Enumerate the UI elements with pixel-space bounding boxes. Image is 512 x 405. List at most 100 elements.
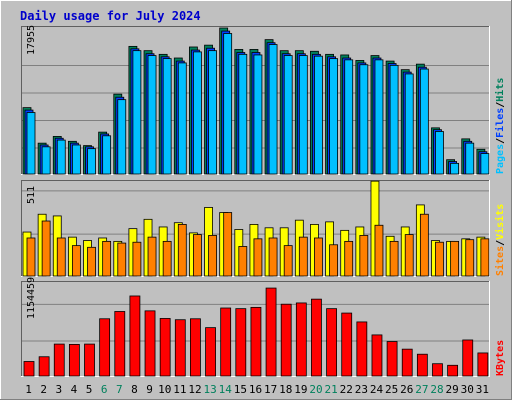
bar-pages-day-16 (253, 54, 263, 175)
hits-files-pages-panel (21, 26, 490, 175)
legend-kbytes: KBytes (495, 340, 506, 376)
bar-kbytes-day-26 (401, 348, 413, 377)
x-tick-day-5: 5 (86, 383, 93, 396)
bar-sites-day-11 (177, 224, 187, 277)
bar-sites-day-18 (283, 245, 293, 277)
svg-text:Pages/Files/Hits: Pages/Files/Hits (494, 78, 506, 174)
visits-y-tick-label: 511 (26, 186, 37, 204)
bar-sites-day-6 (102, 240, 112, 277)
bar-kbytes-day-10 (159, 318, 171, 377)
bar-pages-day-3 (56, 139, 66, 175)
x-tick-day-18: 18 (279, 383, 292, 396)
bar-pages-day-9 (147, 55, 157, 175)
bar-sites-day-29 (450, 240, 460, 277)
bar-sites-day-10 (162, 240, 172, 277)
bar-pages-day-30 (465, 142, 475, 175)
bar-sites-day-17 (268, 237, 278, 277)
legend-separator: / (495, 240, 506, 246)
bar-kbytes-day-9 (144, 310, 156, 377)
x-tick-day-25: 25 (385, 383, 398, 396)
x-axis-day-labels: 1 2 3 4 5 6 7 8 9 10 11 12 13 14 15 16 17 18 19 20 21 22 23 24 2… (25, 383, 489, 396)
bar-kbytes-day-4 (68, 344, 80, 377)
bar-pages-day-7 (117, 99, 127, 175)
bar-kbytes-day-11 (174, 319, 186, 377)
bar-kbytes-day-22 (341, 312, 353, 377)
bar-pages-day-20 (314, 55, 323, 175)
bar-sites-day-7 (117, 242, 127, 277)
bar-kbytes-day-2 (38, 356, 50, 377)
bar-kbytes-day-1 (23, 361, 35, 377)
x-tick-day-24: 24 (370, 383, 384, 396)
bar-pages-day-27 (419, 68, 429, 175)
bar-pages-day-26 (404, 73, 414, 175)
x-tick-day-12: 12 (188, 383, 201, 396)
x-tick-day-11: 11 (173, 383, 186, 396)
x-tick-day-9: 9 (146, 383, 153, 396)
bar-sites-day-4 (71, 245, 81, 277)
x-tick-day-1: 1 (25, 383, 32, 396)
bar-kbytes-day-29 (447, 364, 459, 377)
bar-sites-day-25 (389, 240, 399, 277)
bar-kbytes-day-30 (462, 339, 474, 377)
bar-pages-day-13 (208, 50, 217, 175)
bar-pages-day-10 (162, 58, 172, 175)
bar-pages-day-18 (283, 55, 293, 175)
bar-sites-day-9 (147, 236, 157, 277)
kbytes-panel (21, 281, 490, 377)
legend-files: Files (494, 108, 506, 138)
bar-sites-day-24 (374, 224, 384, 277)
bar-pages-day-19 (298, 55, 308, 175)
bar-pages-day-22 (344, 59, 354, 175)
legend-separator: / (495, 102, 506, 108)
x-tick-day-4: 4 (71, 383, 78, 396)
bar-sites-day-31 (480, 238, 490, 277)
bar-sites-day-12 (193, 234, 202, 277)
bar-kbytes-day-14 (220, 307, 232, 377)
x-tick-day-7: 7 (116, 383, 123, 396)
bar-kbytes-day-19 (295, 302, 307, 377)
bar-kbytes-day-23 (356, 321, 368, 377)
bar-sites-day-5 (87, 246, 96, 277)
bar-sites-day-20 (314, 237, 323, 277)
bar-kbytes-day-21 (326, 308, 337, 377)
bar-kbytes-day-24 (371, 334, 383, 377)
bar-kbytes-day-12 (190, 318, 201, 377)
bar-sites-day-1 (26, 237, 36, 277)
bar-pages-day-21 (329, 58, 338, 175)
bar-kbytes-day-17 (265, 287, 277, 377)
bar-pages-day-28 (435, 131, 444, 175)
legend-kbytes: KBytes (495, 340, 506, 376)
bar-pages-day-11 (177, 62, 187, 175)
bar-pages-day-6 (102, 135, 112, 175)
x-tick-day-27: 27 (415, 383, 428, 396)
x-tick-day-3: 3 (56, 383, 63, 396)
bar-sites-day-14 (223, 212, 233, 277)
bar-pages-day-4 (71, 144, 81, 175)
x-tick-day-15: 15 (234, 383, 247, 396)
bar-pages-day-15 (238, 53, 248, 175)
bar-kbytes-day-13 (205, 327, 216, 377)
bar-sites-day-28 (435, 241, 444, 277)
bar-kbytes-day-8 (129, 295, 141, 377)
bar-pages-day-23 (359, 64, 369, 175)
bar-sites-day-26 (404, 234, 414, 277)
x-tick-day-23: 23 (355, 383, 368, 396)
x-tick-day-10: 10 (158, 383, 171, 396)
bar-sites-day-22 (344, 240, 354, 277)
bar-kbytes-day-7 (114, 311, 126, 377)
x-tick-day-29: 29 (446, 383, 459, 396)
bar-pages-day-12 (193, 51, 202, 175)
bar-sites-day-2 (41, 220, 51, 277)
bar-kbytes-day-31 (477, 352, 489, 377)
bar-pages-day-31 (480, 153, 490, 175)
bar-sites-day-21 (329, 244, 338, 277)
x-tick-day-20: 20 (309, 383, 322, 396)
legend-sites: Sites (494, 246, 506, 276)
x-tick-day-6: 6 (101, 383, 108, 396)
bar-kbytes-day-15 (235, 308, 247, 377)
bar-kbytes-day-5 (84, 343, 95, 377)
bar-pages-day-17 (268, 44, 278, 175)
x-tick-day-30: 30 (461, 383, 474, 396)
x-tick-day-19: 19 (294, 383, 307, 396)
